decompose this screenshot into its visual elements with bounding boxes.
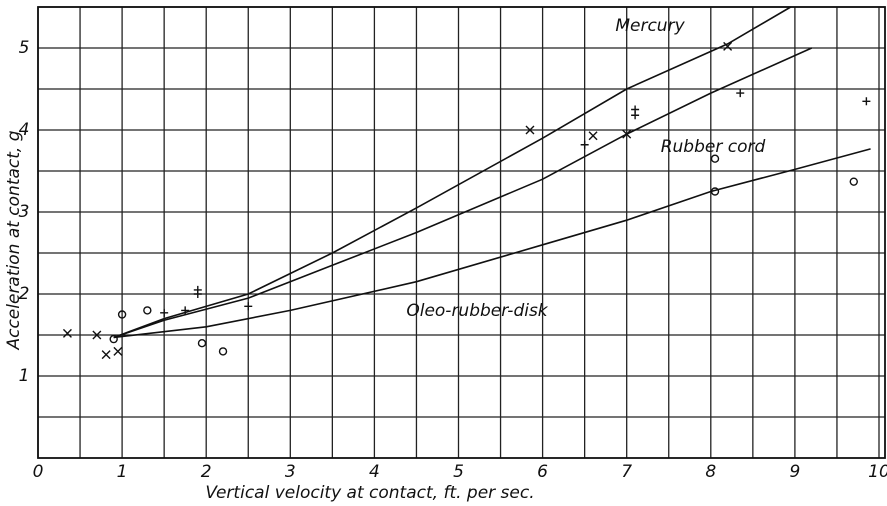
y-tick-label: 1 (19, 366, 30, 386)
point (244, 302, 253, 311)
point (580, 140, 589, 149)
point (160, 308, 169, 317)
x-tick-label: 9 (789, 462, 800, 482)
x-tick-label: 7 (621, 462, 632, 482)
curve (113, 47, 813, 339)
curve (113, 148, 871, 339)
point (92, 330, 102, 340)
point (181, 306, 190, 315)
point (622, 129, 632, 139)
y-tick-label: 2 (19, 284, 30, 304)
x-tick-label: 6 (537, 462, 548, 482)
curve-label: Oleo-rubber-disk (406, 301, 548, 321)
x-tick-label: 5 (453, 462, 464, 482)
x-tick-label: 3 (285, 462, 296, 482)
point (218, 347, 228, 356)
point (525, 125, 535, 135)
point (588, 131, 598, 141)
point (710, 187, 720, 196)
curve-label: Mercury (615, 16, 685, 36)
point (193, 290, 202, 298)
point (723, 41, 733, 51)
point (62, 328, 72, 338)
x-tick-label: 10 (868, 462, 887, 482)
x-tick-label: 2 (201, 462, 212, 482)
x-tick-label: 4 (369, 462, 380, 482)
point (631, 111, 640, 120)
curve-label: Rubber cord (661, 137, 766, 157)
y-tick-label: 3 (19, 202, 30, 222)
point (117, 310, 127, 319)
point (197, 339, 207, 348)
y-tick-label: 5 (19, 38, 30, 58)
x-tick-label: 8 (705, 462, 716, 482)
y-axis-title: Acceleration at contact, g (4, 130, 24, 350)
x-axis-title: Vertical velocity at contact, ft. per se… (205, 483, 534, 503)
point (143, 306, 152, 315)
x-tick-label: 1 (117, 462, 128, 482)
point (862, 97, 871, 106)
point (710, 154, 720, 163)
x-tick-label: 0 (33, 462, 44, 482)
point (736, 89, 745, 98)
point (109, 334, 118, 344)
y-tick-label: 4 (19, 120, 30, 140)
point (849, 177, 858, 186)
point (101, 350, 111, 360)
point (113, 346, 123, 356)
plot-frame (37, 6, 886, 459)
curve (113, 6, 792, 339)
